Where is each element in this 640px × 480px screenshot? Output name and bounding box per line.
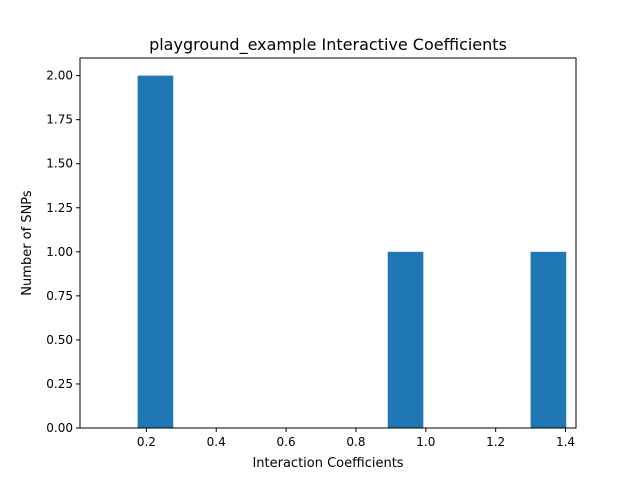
bar-1 [387,251,424,428]
y-axis-label: Number of SNPs [20,190,35,296]
x-tick-label-5: 1.2 [486,435,505,449]
x-axis-ticks: 0.2 0.4 0.6 0.8 1.0 1.2 1.4 [137,428,575,449]
y-tick-label-6: 1.50 [46,157,73,171]
y-tick-label-2: 0.50 [46,333,73,347]
x-tick-label-0: 0.2 [137,435,156,449]
y-tick-label-5: 1.25 [46,201,73,215]
plot-frame [79,57,577,429]
y-tick-label-3: 0.75 [46,289,73,303]
bar-0 [137,75,174,429]
x-tick-label-1: 0.4 [207,435,226,449]
y-tick-label-1: 0.25 [46,377,73,391]
bars-group [137,75,567,429]
x-axis-label: Interaction Coefficients [252,456,403,471]
y-tick-label-7: 1.75 [46,113,73,127]
x-tick-label-2: 0.6 [277,435,296,449]
y-tick-label-8: 2.00 [46,69,73,83]
x-tick-label-4: 1.0 [416,435,435,449]
x-tick-label-3: 0.8 [346,435,365,449]
bar-2 [530,251,567,428]
y-tick-label-4: 1.00 [46,245,73,259]
chart-title: playground_example Interactive Coefficie… [149,35,507,55]
y-tick-label-0: 0.00 [46,421,73,435]
y-axis-ticks: 0.00 0.25 0.50 0.75 1.00 1.25 1.50 1.75 2.00 [46,69,80,435]
x-tick-label-6: 1.4 [556,435,575,449]
